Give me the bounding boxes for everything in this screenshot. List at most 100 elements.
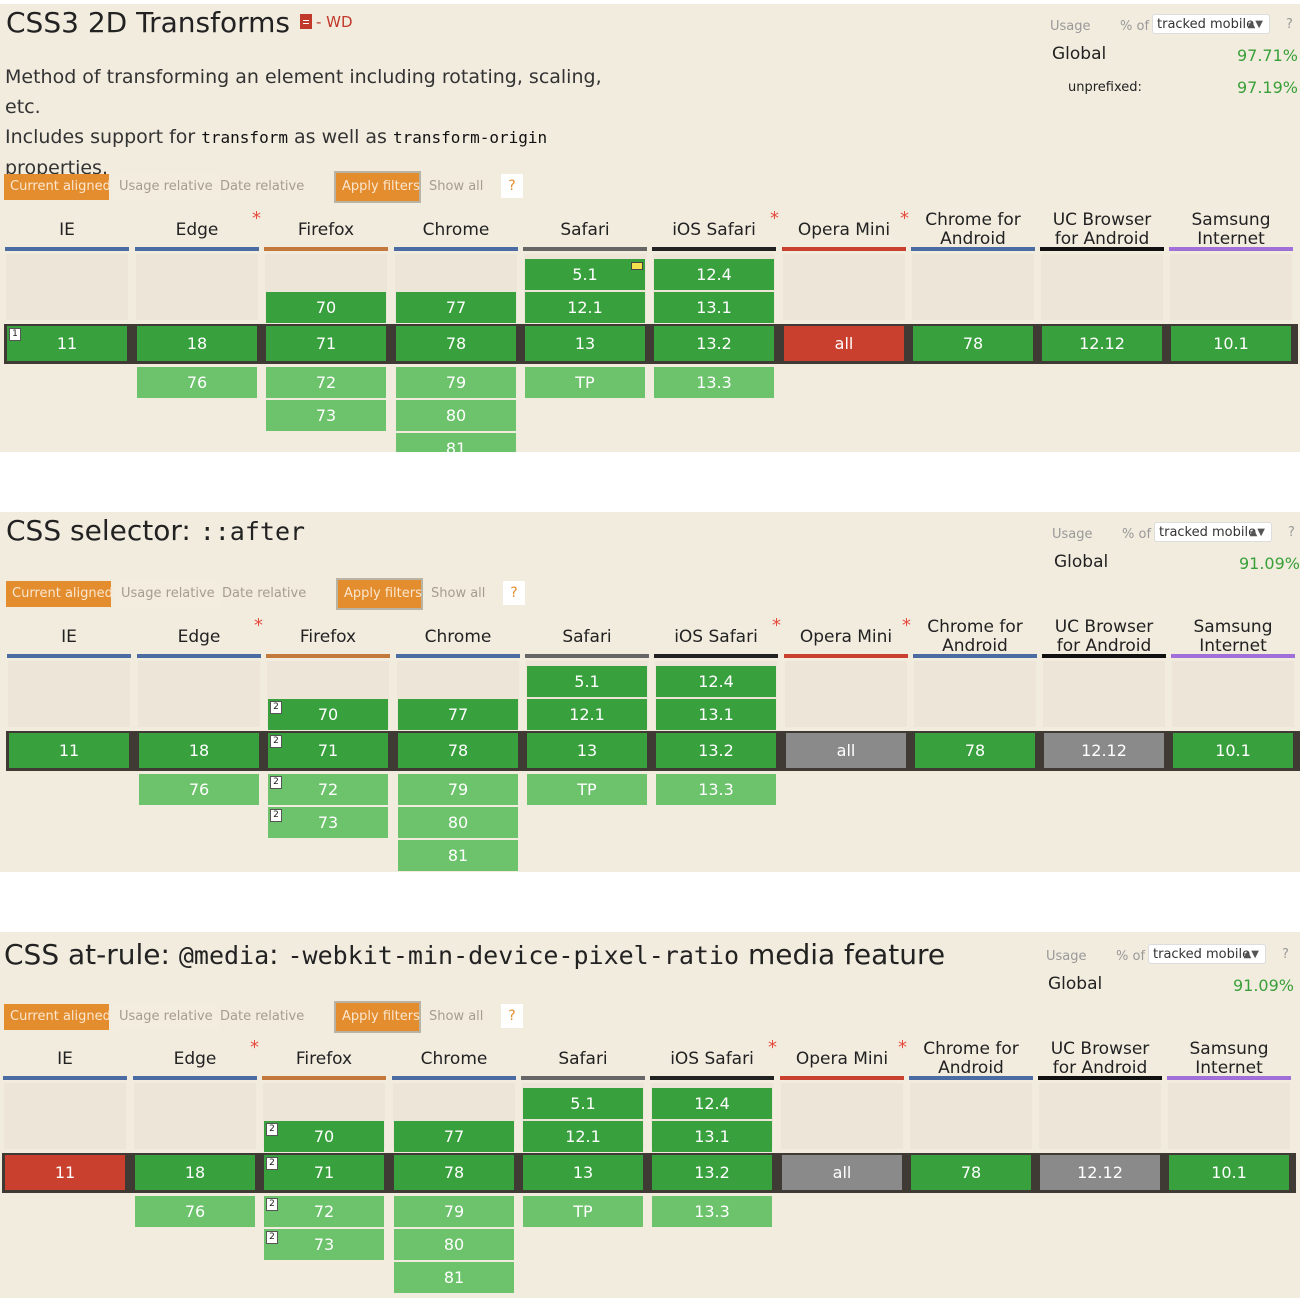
version-cell-ios-safari[interactable]: 12.4 bbox=[656, 666, 776, 697]
usage-help[interactable]: ? bbox=[1282, 947, 1289, 962]
version-cell-opera-mini[interactable]: all bbox=[786, 733, 906, 768]
document-icon[interactable] bbox=[299, 13, 312, 29]
spec-status[interactable]: - WD bbox=[315, 13, 353, 31]
version-cell-ios-safari[interactable]: 13.1 bbox=[652, 1121, 772, 1152]
version-cell-firefox[interactable]: 73 bbox=[266, 400, 386, 431]
version-cell-chrome[interactable]: 80 bbox=[396, 400, 516, 431]
apply-filters-button[interactable]: Apply filters bbox=[336, 578, 423, 610]
version-cell-edge[interactable]: 18 bbox=[139, 733, 259, 768]
version-cell-samsung-internet[interactable]: 10.1 bbox=[1171, 326, 1291, 361]
version-cell-safari[interactable]: TP bbox=[527, 774, 647, 805]
show-all-button[interactable]: Show all bbox=[431, 586, 486, 601]
version-cell-edge[interactable]: 76 bbox=[135, 1196, 255, 1227]
version-cell-ios-safari[interactable]: 13.1 bbox=[654, 292, 774, 323]
version-cell-ios-safari[interactable]: 13.3 bbox=[654, 367, 774, 398]
tracked-select[interactable]: tracked mobile ▲▼ bbox=[1152, 14, 1270, 34]
version-cell-edge[interactable]: 76 bbox=[137, 367, 257, 398]
version-cell-chrome[interactable]: 80 bbox=[394, 1229, 514, 1260]
tracked-select[interactable]: tracked mobile ▲▼ bbox=[1148, 944, 1266, 964]
version-cell-chrome[interactable]: 81 bbox=[394, 1262, 514, 1293]
version-cell-firefox[interactable]: 70 2 bbox=[264, 1121, 384, 1152]
version-cell-safari[interactable]: 13 bbox=[525, 326, 645, 361]
version-cell-ios-safari[interactable]: 13.2 bbox=[656, 733, 776, 768]
version-cell-chrome[interactable]: 80 bbox=[398, 807, 518, 838]
version-cell-safari[interactable]: 13 bbox=[527, 733, 647, 768]
version-cell-opera-mini[interactable]: all bbox=[782, 1155, 902, 1190]
date-relative-button[interactable]: Date relative bbox=[222, 586, 307, 601]
version-cell-chrome[interactable]: 77 bbox=[394, 1121, 514, 1152]
version-cell-safari[interactable]: TP bbox=[523, 1196, 643, 1227]
version-cell-chrome[interactable]: 79 bbox=[394, 1196, 514, 1227]
version-cell-ios-safari[interactable]: 12.4 bbox=[654, 259, 774, 290]
version-cell-firefox[interactable]: 73 2 bbox=[264, 1229, 384, 1260]
version-cell-ios-safari[interactable]: 13.1 bbox=[656, 699, 776, 730]
help-button[interactable]: ? bbox=[501, 1004, 523, 1028]
help-button[interactable]: ? bbox=[501, 174, 523, 198]
version-cell-firefox[interactable]: 72 bbox=[266, 367, 386, 398]
current-aligned-button[interactable]: Current aligned bbox=[6, 581, 113, 607]
version-cell-chrome-android[interactable]: 78 bbox=[911, 1155, 1031, 1190]
version-cell-safari[interactable]: 12.1 bbox=[527, 699, 647, 730]
version-cell-safari[interactable]: 5.1 bbox=[523, 1088, 643, 1119]
version-cell-safari[interactable]: 5.1 bbox=[527, 666, 647, 697]
usage-help[interactable]: ? bbox=[1288, 525, 1295, 540]
version-cell-ie[interactable]: 11 bbox=[5, 1155, 125, 1190]
version-cell-opera-mini[interactable]: all bbox=[784, 326, 904, 361]
version-cell-safari[interactable]: 13 bbox=[523, 1155, 643, 1190]
version-cell-ios-safari[interactable]: 12.4 bbox=[652, 1088, 772, 1119]
version-cell-chrome[interactable]: 78 bbox=[398, 733, 518, 768]
version-cell-firefox[interactable]: 73 2 bbox=[268, 807, 388, 838]
version-cell-samsung-internet[interactable]: 10.1 bbox=[1173, 733, 1293, 768]
browser-underline-uc-browser bbox=[1040, 247, 1164, 251]
version-cell-chrome[interactable]: 78 bbox=[396, 326, 516, 361]
version-cell-chrome-android[interactable]: 78 bbox=[913, 326, 1033, 361]
apply-filters-button[interactable]: Apply filters bbox=[334, 1001, 421, 1033]
version-cell-firefox[interactable]: 72 2 bbox=[268, 774, 388, 805]
current-aligned-button[interactable]: Current aligned bbox=[4, 1004, 111, 1030]
version-cell-safari[interactable]: 12.1 bbox=[523, 1121, 643, 1152]
version-cell-chrome-android[interactable]: 78 bbox=[915, 733, 1035, 768]
version-cell-chrome[interactable]: 78 bbox=[394, 1155, 514, 1190]
version-cell-ios-safari[interactable]: 13.2 bbox=[654, 326, 774, 361]
version-cell-ie[interactable]: 11 bbox=[9, 733, 129, 768]
version-cell-firefox[interactable]: 71 bbox=[266, 326, 386, 361]
date-relative-button[interactable]: Date relative bbox=[220, 1009, 305, 1024]
version-label: 80 bbox=[447, 813, 469, 832]
version-cell-ie[interactable]: 11 1 bbox=[7, 326, 127, 361]
version-cell-chrome[interactable]: 79 bbox=[398, 774, 518, 805]
show-all-button[interactable]: Show all bbox=[429, 1009, 484, 1024]
version-cell-edge[interactable]: 18 bbox=[137, 326, 257, 361]
version-cell-firefox[interactable]: 70 2 bbox=[268, 699, 388, 730]
version-cell-chrome[interactable]: 77 bbox=[398, 699, 518, 730]
version-cell-chrome[interactable]: 81 bbox=[396, 433, 516, 452]
version-cell-safari[interactable]: 12.1 bbox=[525, 292, 645, 323]
usage-relative-button[interactable]: Usage relative bbox=[113, 174, 219, 200]
version-cell-ios-safari[interactable]: 13.2 bbox=[652, 1155, 772, 1190]
show-all-button[interactable]: Show all bbox=[429, 179, 484, 194]
tracked-select[interactable]: tracked mobile ▲▼ bbox=[1154, 522, 1272, 542]
apply-filters-button[interactable]: Apply filters bbox=[334, 171, 421, 203]
date-relative-button[interactable]: Date relative bbox=[220, 179, 305, 194]
version-cell-uc-browser[interactable]: 12.12 bbox=[1040, 1155, 1160, 1190]
help-button[interactable]: ? bbox=[503, 581, 525, 605]
version-cell-edge[interactable]: 76 bbox=[139, 774, 259, 805]
version-cell-firefox[interactable]: 71 2 bbox=[264, 1155, 384, 1190]
version-cell-firefox[interactable]: 70 bbox=[266, 292, 386, 323]
version-cell-chrome[interactable]: 81 bbox=[398, 840, 518, 871]
version-cell-chrome[interactable]: 77 bbox=[396, 292, 516, 323]
version-cell-uc-browser[interactable]: 12.12 bbox=[1044, 733, 1164, 768]
version-cell-edge[interactable]: 18 bbox=[135, 1155, 255, 1190]
version-cell-safari[interactable]: TP bbox=[525, 367, 645, 398]
current-aligned-button[interactable]: Current aligned bbox=[4, 174, 111, 200]
version-cell-ios-safari[interactable]: 13.3 bbox=[656, 774, 776, 805]
version-cell-chrome[interactable]: 79 bbox=[396, 367, 516, 398]
version-cell-safari[interactable]: 5.1 bbox=[525, 259, 645, 290]
usage-relative-button[interactable]: Usage relative bbox=[115, 581, 221, 607]
version-cell-samsung-internet[interactable]: 10.1 bbox=[1169, 1155, 1289, 1190]
version-cell-ios-safari[interactable]: 13.3 bbox=[652, 1196, 772, 1227]
usage-help[interactable]: ? bbox=[1286, 17, 1293, 32]
version-cell-firefox[interactable]: 71 2 bbox=[268, 733, 388, 768]
usage-relative-button[interactable]: Usage relative bbox=[113, 1004, 219, 1030]
version-cell-firefox[interactable]: 72 2 bbox=[264, 1196, 384, 1227]
version-cell-uc-browser[interactable]: 12.12 bbox=[1042, 326, 1162, 361]
